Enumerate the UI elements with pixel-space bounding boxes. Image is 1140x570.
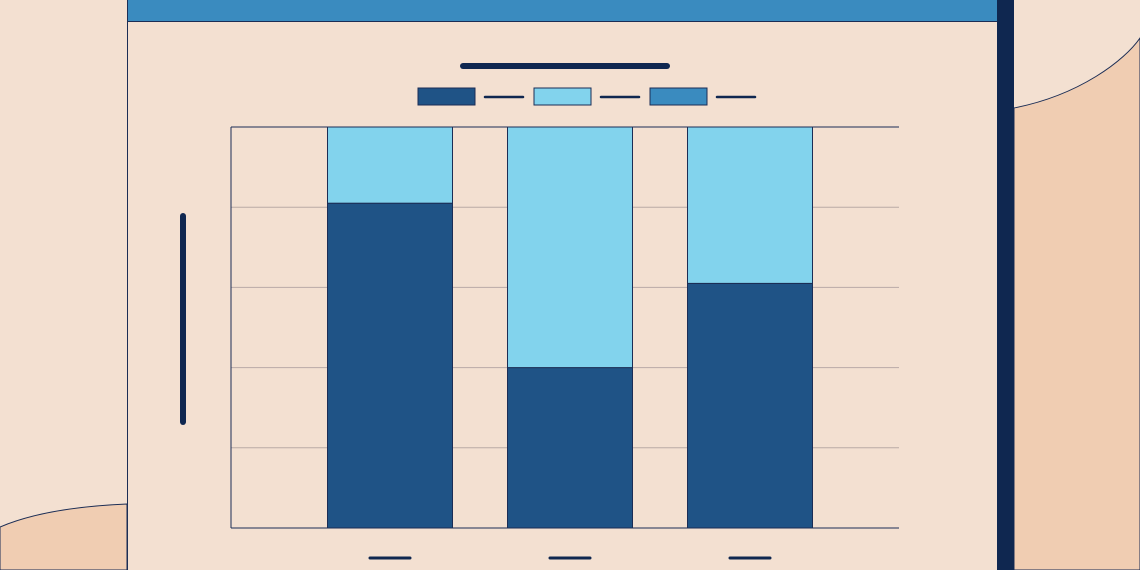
bar-segment <box>327 202 453 529</box>
background-blob-right <box>1013 37 1140 570</box>
legend-swatch <box>649 87 708 106</box>
bar-segment <box>327 126 453 204</box>
bar-segment <box>507 126 633 369</box>
legend-swatch <box>417 87 476 106</box>
window-side-bar <box>997 0 1014 570</box>
legend-swatch <box>533 87 592 106</box>
bar-segment <box>687 126 813 284</box>
window-title-bar <box>128 0 998 22</box>
bar-segment <box>687 282 813 529</box>
bar-segment <box>507 367 633 529</box>
